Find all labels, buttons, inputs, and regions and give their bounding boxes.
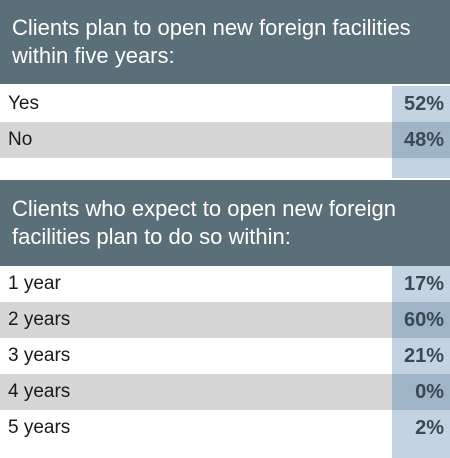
row-value: 0% [392,374,450,410]
row-value: 52% [392,86,450,122]
table-row: No 48% [0,122,450,158]
table-2-title: Clients who expect to open new foreign f… [0,180,450,266]
row-label: 4 years [8,381,71,402]
row-value: 21% [392,338,450,374]
row-label: No [8,129,33,150]
row-label: Yes [8,93,39,114]
row-value: 60% [392,302,450,338]
row-value: 2% [392,410,450,446]
facilities-timeline-table: Clients who expect to open new foreign f… [0,180,450,458]
table-row: 3 years 21% [0,338,450,374]
table-row: 2 years 60% [0,302,450,338]
table-row: 5 years 2% [0,410,450,446]
value-column-tail [392,158,450,178]
row-label: 5 years [8,417,71,438]
table-row: 4 years 0% [0,374,450,410]
table-row: Yes 52% [0,86,450,122]
row-label: 3 years [8,345,71,366]
table-2-title-text: Clients who expect to open new foreign f… [12,196,397,249]
table-row: 1 year 17% [0,266,450,302]
table-1-title: Clients plan to open new foreign facilit… [0,0,450,84]
row-value: 48% [392,122,450,158]
value-column-tail [392,446,450,458]
foreign-facilities-plan-table: Clients plan to open new foreign facilit… [0,0,450,178]
row-label: 1 year [8,273,61,294]
table-1-title-text: Clients plan to open new foreign facilit… [12,15,411,68]
row-label: 2 years [8,309,71,330]
row-value: 17% [392,266,450,302]
